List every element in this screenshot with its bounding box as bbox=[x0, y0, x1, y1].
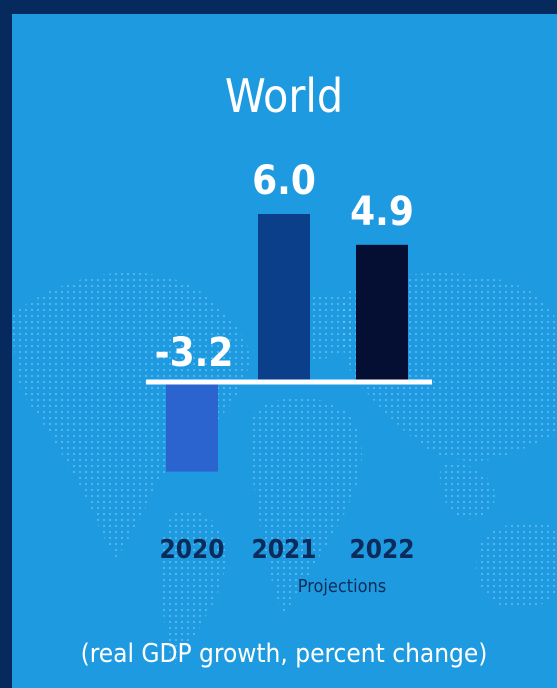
bar-2022 bbox=[356, 244, 408, 382]
value-label-2022: 4.9 bbox=[350, 189, 414, 235]
chart-footnote: (real GDP growth, percent change) bbox=[81, 639, 488, 669]
value-label-2021: 6.0 bbox=[252, 158, 316, 204]
map-australia bbox=[476, 522, 557, 609]
x-tick-label-2021: 2021 bbox=[251, 535, 316, 565]
map-south-america bbox=[159, 510, 227, 669]
bar-2021 bbox=[258, 214, 310, 382]
map-southeast-asia bbox=[439, 462, 496, 520]
map-africa bbox=[249, 397, 362, 614]
bars-layer bbox=[166, 214, 408, 472]
x-tick-label-2020: 2020 bbox=[159, 535, 224, 565]
x-tick-label-2022: 2022 bbox=[349, 535, 414, 565]
world-map-background bbox=[12, 272, 557, 669]
bar-2020 bbox=[166, 382, 218, 472]
chart-svg: World -3.2 2020 6.0 2021 4.9 2022 Projections… bbox=[12, 69, 557, 669]
map-north-america bbox=[12, 272, 250, 559]
projections-note: Projections bbox=[298, 576, 386, 597]
labels-layer: -3.2 2020 6.0 2021 4.9 2022 bbox=[155, 158, 415, 565]
chart-panel: World -3.2 2020 6.0 2021 4.9 2022 Projections… bbox=[12, 14, 557, 688]
value-label-2020: -3.2 bbox=[155, 330, 234, 376]
chart-title: World bbox=[225, 69, 343, 123]
